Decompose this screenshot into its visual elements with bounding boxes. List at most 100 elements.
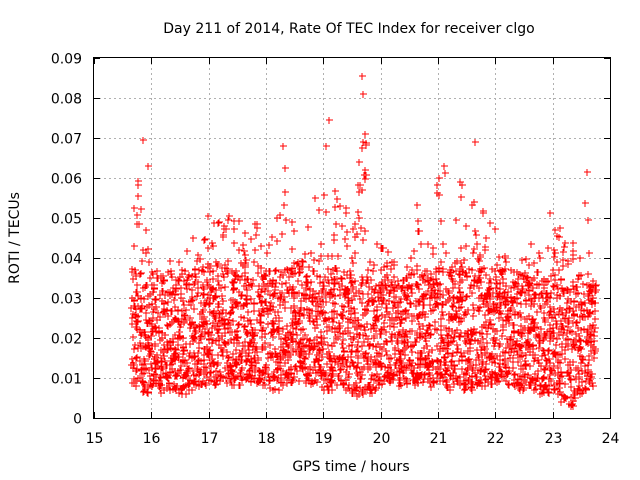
data-point <box>129 356 136 363</box>
data-point <box>457 179 464 186</box>
data-point <box>451 362 458 369</box>
x-tick-label: 17 <box>201 431 219 447</box>
data-point <box>352 221 359 228</box>
data-point <box>505 341 512 348</box>
data-point <box>588 374 595 381</box>
data-point <box>336 355 343 362</box>
data-point <box>474 241 481 248</box>
data-point <box>211 311 218 318</box>
data-point <box>175 354 182 361</box>
data-point <box>485 303 492 310</box>
data-point <box>424 268 431 275</box>
data-point <box>524 339 531 346</box>
data-point <box>223 341 230 348</box>
data-point <box>227 322 234 329</box>
data-point <box>517 310 524 317</box>
data-point <box>222 326 229 333</box>
data-point <box>231 226 238 233</box>
data-point <box>390 305 397 312</box>
data-point <box>359 372 366 379</box>
data-point <box>285 330 292 337</box>
data-point <box>213 259 220 266</box>
data-point <box>152 297 159 304</box>
data-point <box>531 260 538 267</box>
data-point <box>549 314 556 321</box>
data-point <box>362 327 369 334</box>
data-point <box>590 344 597 351</box>
data-point <box>307 318 314 325</box>
data-point <box>459 354 466 361</box>
data-point <box>570 403 577 410</box>
data-point <box>415 380 422 387</box>
data-point <box>141 388 148 395</box>
data-point <box>216 310 223 317</box>
data-point <box>556 267 563 274</box>
data-point <box>388 266 395 273</box>
data-point <box>448 339 455 346</box>
data-point <box>234 335 241 342</box>
data-point <box>163 370 170 377</box>
data-point <box>333 221 340 228</box>
data-point <box>395 340 402 347</box>
data-point <box>324 383 331 390</box>
data-point <box>479 344 486 351</box>
data-point <box>241 315 248 322</box>
data-point <box>382 282 389 289</box>
data-point <box>272 386 279 393</box>
data-point <box>154 317 161 324</box>
data-point <box>304 273 311 280</box>
data-point <box>219 293 226 300</box>
data-point <box>344 286 351 293</box>
data-point <box>416 299 423 306</box>
data-point <box>434 294 441 301</box>
data-point <box>321 335 328 342</box>
data-point <box>379 327 386 334</box>
data-point <box>181 302 188 309</box>
data-point <box>186 272 193 279</box>
data-point <box>388 287 395 294</box>
data-point <box>508 334 515 341</box>
data-point <box>159 364 166 371</box>
data-point <box>376 382 383 389</box>
data-point <box>314 273 321 280</box>
data-point <box>417 334 424 341</box>
data-point <box>559 373 566 380</box>
data-point <box>545 348 552 355</box>
data-point <box>372 387 379 394</box>
data-point <box>436 265 443 272</box>
data-point <box>430 245 437 252</box>
data-point <box>215 360 222 367</box>
data-point <box>508 285 515 292</box>
data-point <box>298 337 305 344</box>
data-point <box>520 366 527 373</box>
data-point <box>463 311 470 318</box>
data-point <box>386 356 393 363</box>
data-point <box>284 380 291 387</box>
data-point <box>232 299 239 306</box>
data-point <box>499 333 506 340</box>
data-point <box>340 337 347 344</box>
y-axis-title: ROTI / TECUs <box>7 192 23 284</box>
data-point <box>205 292 212 299</box>
data-point <box>436 192 443 199</box>
data-point <box>301 343 308 350</box>
data-point <box>388 367 395 374</box>
data-point <box>441 163 448 170</box>
data-point <box>276 387 283 394</box>
data-point <box>228 309 235 316</box>
data-point <box>362 167 369 174</box>
data-point <box>271 321 278 328</box>
data-point <box>440 292 447 299</box>
data-point <box>342 328 349 335</box>
data-point <box>365 354 372 361</box>
data-point <box>216 326 223 333</box>
data-point <box>434 280 441 287</box>
data-point <box>158 359 165 366</box>
data-point <box>245 374 252 381</box>
data-point <box>558 277 565 284</box>
data-point <box>438 340 445 347</box>
data-point <box>557 305 564 312</box>
data-point <box>585 217 592 224</box>
data-point <box>369 372 376 379</box>
data-point <box>427 332 434 339</box>
